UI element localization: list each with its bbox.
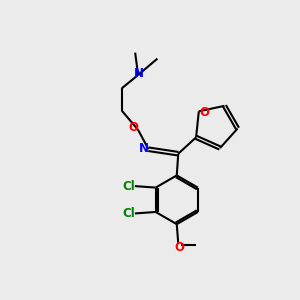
- Text: Cl: Cl: [122, 207, 135, 220]
- Text: O: O: [129, 121, 139, 134]
- Text: O: O: [199, 106, 209, 119]
- Text: Cl: Cl: [122, 180, 135, 193]
- Text: O: O: [175, 241, 185, 254]
- Text: N: N: [139, 142, 149, 155]
- Text: N: N: [134, 67, 144, 80]
